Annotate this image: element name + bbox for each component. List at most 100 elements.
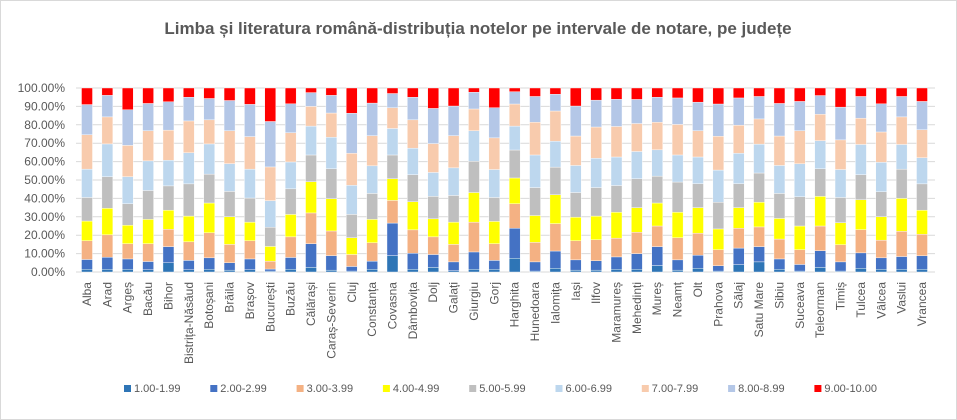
bar-segment [447,105,460,136]
bar-segment [508,228,521,259]
bar-segment [325,168,338,199]
bar-segment [712,169,725,203]
bar-segment [407,119,419,149]
legend-item: 5.00-5.99 [469,383,526,395]
bar-segment [386,255,399,273]
bar-segment [529,187,541,216]
legend-label: 2.00-2.99 [220,383,266,395]
x-tick-label: Covasna [385,282,399,330]
bar-segment [305,87,317,93]
bar-segment [733,207,745,229]
bar-segment [386,200,399,224]
bar-segment [325,137,338,169]
bar-segment [753,261,765,273]
bar-segment [407,96,419,121]
bar-segment [264,246,276,262]
bar-segment [244,104,256,137]
legend-swatch [641,385,649,392]
bar-segment [671,154,684,183]
bar-segment [325,112,338,138]
bar-segment [671,269,684,273]
y-tick-label: 30.00% [24,210,65,224]
bar-segment [284,188,297,215]
bar-stack [468,87,480,273]
x-tick-label: Mureș [650,282,664,315]
bar-segment [468,108,480,131]
bar-segment [223,191,236,218]
bar-segment [223,130,236,164]
x-tick-label: Olt [691,281,705,297]
bar-segment [386,87,399,94]
bar-segment [895,198,908,232]
bar-segment [794,264,806,272]
bar-stack [305,87,317,273]
bar-segment [692,268,704,273]
bar-segment [325,255,338,271]
bar-segment [508,177,521,204]
bar-segment [305,267,317,273]
bar-segment [834,222,847,245]
bar-segment [834,106,847,141]
bar-segment [447,244,460,263]
bar-segment [733,247,745,265]
x-tick-label: Alba [80,282,94,306]
bar-segment [794,130,806,165]
legend-label: 9.00-10.00 [824,383,877,395]
bar-segment [855,87,867,97]
bar-stack [773,87,786,273]
bar-segment [733,97,745,126]
bar-segment [203,87,215,99]
bar-segment [183,183,195,217]
bar-segment [223,216,236,245]
bar-segment [203,232,215,259]
y-tick-label: 0.00% [31,265,65,279]
y-tick-label: 10.00% [24,247,65,261]
bar-segment [305,212,317,244]
bar-segment [427,87,439,109]
bar-segment [162,101,175,131]
bar-segment [875,269,887,273]
bar-segment [386,154,399,179]
bar-segment [610,185,623,213]
bar-segment [916,129,928,158]
bar-segment [712,202,725,230]
bar-segment [855,174,867,200]
bar-segment [549,250,562,269]
bar-segment [447,135,460,169]
legend-item: 6.00-6.99 [555,383,612,395]
bar-segment [142,87,154,104]
bar-segment [773,269,786,273]
bar-segment [427,267,439,273]
bar-segment [610,256,623,270]
bar-segment [590,99,602,128]
x-tick-label: Sălaj [732,282,746,309]
bar-segment [651,87,663,98]
legend-item: 2.00-2.99 [210,383,267,395]
bar-segment [101,116,114,145]
bar-segment [895,144,908,170]
x-tick-label: Ilfov [589,282,603,304]
bar-segment [122,269,134,273]
bar-segment [773,165,786,194]
bar-segment [223,100,236,131]
bar-segment [122,176,134,204]
bar-segment [468,92,480,110]
x-tick-label: Gorj [487,282,501,305]
bar-segment [366,242,378,262]
bar-segment [81,259,93,270]
x-tick-label: Iași [569,282,583,301]
legend-item: 4.00-4.99 [382,383,439,395]
bar-segment [570,259,582,271]
bar-segment [529,242,541,263]
bar-segment [671,259,684,271]
bar-segment [468,87,480,93]
bar-segment [162,246,175,264]
bar-segment [610,126,623,158]
bar-segment [447,221,460,245]
bar-segment [81,220,93,241]
bar-stack [81,87,93,273]
legend-item: 9.00-10.00 [814,383,877,395]
bar-segment [651,202,663,227]
bar-segment [733,228,745,249]
bar-segment [427,196,439,220]
